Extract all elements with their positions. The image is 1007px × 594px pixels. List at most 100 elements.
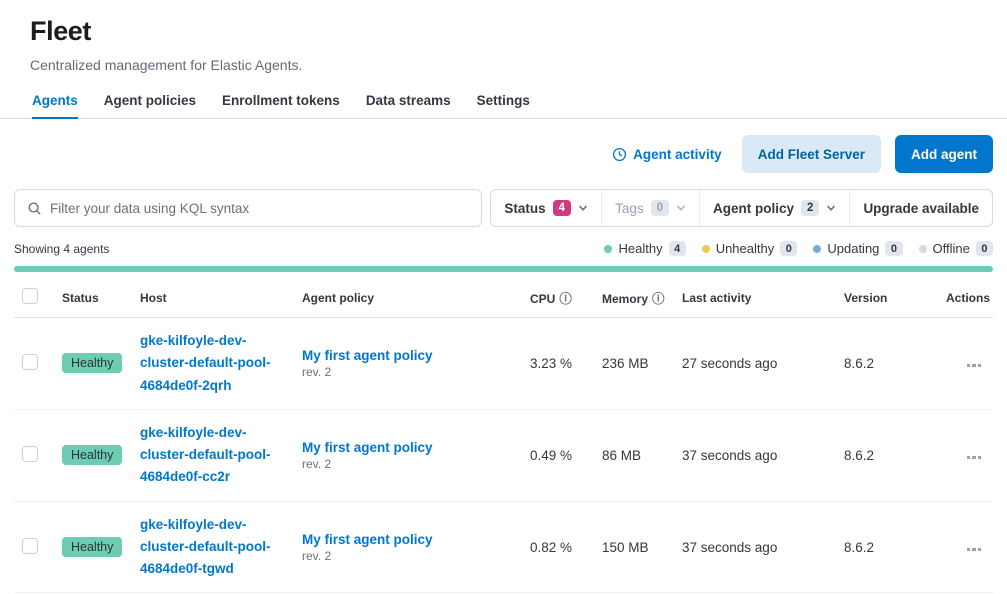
col-header-last-activity: Last activity: [674, 278, 836, 319]
filter-status[interactable]: Status 4: [491, 190, 603, 226]
memory-value: 236 MB: [594, 317, 674, 410]
legend-unhealthy-label: Unhealthy: [715, 241, 775, 257]
version-value: 8.6.2: [836, 409, 938, 502]
agents-table: Status Host Agent policy CPU ⓘ Memory ⓘ La…: [14, 278, 993, 594]
table-header-row: Status Host Agent policy CPU ⓘ Memory ⓘ La…: [14, 278, 993, 319]
status-badge: Healthy: [62, 537, 123, 558]
table-row: Healthy gke-kilfoyle-dev-cluster-default…: [14, 501, 993, 594]
page-title: Fleet: [30, 16, 92, 46]
col-header-status: Status: [54, 278, 132, 319]
tab-agent-policies[interactable]: Agent policies: [103, 93, 197, 108]
legend-unhealthy-count: 0: [780, 241, 798, 257]
legend-healthy[interactable]: Healthy 4: [604, 241, 686, 257]
tab-enrollment-tokens[interactable]: Enrollment tokens: [222, 93, 340, 108]
tab-data-streams[interactable]: Data streams: [365, 93, 451, 108]
filter-agent-policy[interactable]: Agent policy 2: [700, 190, 851, 226]
legend-offline-label: Offline: [932, 241, 970, 257]
policy-revision: rev. 2: [302, 364, 332, 379]
agent-health-bar: [14, 266, 993, 273]
col-header-actions: Actions: [938, 278, 993, 319]
filter-group: Status 4 Tags 0 Agent policy 2 Upgrade a…: [490, 189, 993, 227]
chevron-down-icon: [578, 205, 588, 211]
kql-search-box[interactable]: [14, 189, 483, 227]
search-input[interactable]: [50, 200, 470, 216]
toolbar: Agent activity Add Fleet Server Add agen…: [0, 119, 1007, 173]
row-actions-button[interactable]: [963, 452, 986, 464]
col-header-cpu: CPU ⓘ: [522, 278, 594, 319]
policy-revision: rev. 2: [302, 456, 332, 471]
filter-status-label: Status: [504, 200, 546, 216]
legend-healthy-label: Healthy: [618, 241, 663, 257]
host-link[interactable]: gke-kilfoyle-dev-cluster-default-pool-46…: [140, 424, 271, 485]
summary-row: Showing 4 agents Healthy 4 Unhealthy 0 U…: [0, 227, 1007, 257]
tab-agents[interactable]: Agents: [32, 87, 78, 119]
agent-policy-link[interactable]: My first agent policy: [302, 439, 433, 455]
col-header-version: Version: [836, 278, 938, 319]
row-checkbox[interactable]: [22, 445, 38, 462]
version-value: 8.6.2: [836, 317, 938, 410]
info-icon[interactable]: ⓘ: [559, 292, 572, 307]
filter-tags[interactable]: Tags 0: [602, 190, 701, 226]
row-actions-button[interactable]: [963, 360, 986, 372]
version-value: 8.7.0: [836, 592, 938, 594]
legend-updating-count: 0: [885, 241, 903, 257]
add-fleet-server-button[interactable]: Add Fleet Server: [741, 135, 881, 173]
filter-upgrade-available-label: Upgrade available: [863, 200, 979, 216]
page-header: Fleet Centralized management for Elastic…: [0, 0, 1007, 73]
page-subtitle: Centralized management for Elastic Agent…: [30, 57, 303, 73]
filter-status-count: 4: [552, 199, 572, 217]
host-link[interactable]: gke-kilfoyle-dev-cluster-default-pool-46…: [140, 333, 271, 393]
last-activity-value: 37 seconds ago: [674, 409, 836, 502]
filter-upgrade-available[interactable]: Upgrade available: [850, 190, 992, 226]
legend-healthy-count: 4: [668, 241, 686, 257]
search-icon: [28, 201, 41, 215]
chevron-down-icon: [676, 205, 686, 211]
last-activity-value: 37 seconds ago: [674, 501, 836, 594]
last-activity-value: 27 seconds ago: [674, 317, 836, 410]
tab-settings[interactable]: Settings: [476, 93, 530, 108]
legend-offline-count: 0: [975, 241, 993, 257]
status-badge: Healthy: [62, 353, 123, 374]
updating-dot-icon: [813, 244, 822, 253]
cpu-value: 3.23 %: [522, 317, 594, 410]
col-header-host: Host: [132, 278, 294, 319]
info-icon[interactable]: ⓘ: [652, 292, 665, 307]
healthy-dot-icon: [604, 244, 613, 253]
row-checkbox[interactable]: [22, 537, 38, 554]
status-legend: Healthy 4 Unhealthy 0 Updating 0 Offline…: [604, 241, 993, 257]
filter-tags-label: Tags: [615, 200, 644, 216]
legend-offline[interactable]: Offline 0: [918, 241, 993, 257]
showing-agents-count: Showing 4 agents: [14, 241, 110, 256]
last-activity-value: 47 seconds ago: [674, 592, 836, 594]
col-header-agent-policy: Agent policy: [294, 278, 522, 319]
legend-updating[interactable]: Updating 0: [813, 241, 903, 257]
host-link[interactable]: gke-kilfoyle-dev-cluster-default-pool-46…: [140, 516, 271, 577]
tab-bar: Agents Agent policies Enrollment tokens …: [0, 87, 1007, 119]
table-row: Healthy ade8c1d3ce2c Elastic Cloud agent…: [14, 592, 993, 594]
memory-value: 150 MB: [594, 501, 674, 594]
table-row: Healthy gke-kilfoyle-dev-cluster-default…: [14, 317, 993, 410]
filter-agent-policy-label: Agent policy: [713, 200, 795, 216]
chevron-down-icon: [827, 205, 836, 211]
agent-activity-label: Agent activity: [633, 146, 722, 162]
agent-policy-link[interactable]: My first agent policy: [302, 531, 433, 547]
clock-icon: [613, 147, 627, 161]
version-value: 8.6.2: [836, 501, 938, 594]
row-actions-button[interactable]: [963, 544, 986, 556]
status-badge: Healthy: [62, 445, 123, 466]
agent-policy-link[interactable]: My first agent policy: [302, 347, 433, 363]
col-header-memory: Memory ⓘ: [594, 278, 674, 319]
filter-agent-policy-count: 2: [801, 199, 820, 217]
legend-unhealthy[interactable]: Unhealthy 0: [701, 241, 798, 257]
agent-activity-button[interactable]: Agent activity: [612, 147, 722, 162]
filter-tags-count: 0: [650, 199, 670, 217]
add-agent-button[interactable]: Add agent: [895, 135, 993, 173]
row-checkbox[interactable]: [22, 353, 38, 370]
select-all-checkbox[interactable]: [22, 288, 38, 305]
cpu-value: 0.49 %: [522, 409, 594, 502]
offline-dot-icon: [918, 244, 927, 253]
policy-revision: rev. 2: [302, 548, 332, 563]
legend-updating-label: Updating: [827, 241, 880, 257]
table-row: Healthy gke-kilfoyle-dev-cluster-default…: [14, 409, 993, 502]
